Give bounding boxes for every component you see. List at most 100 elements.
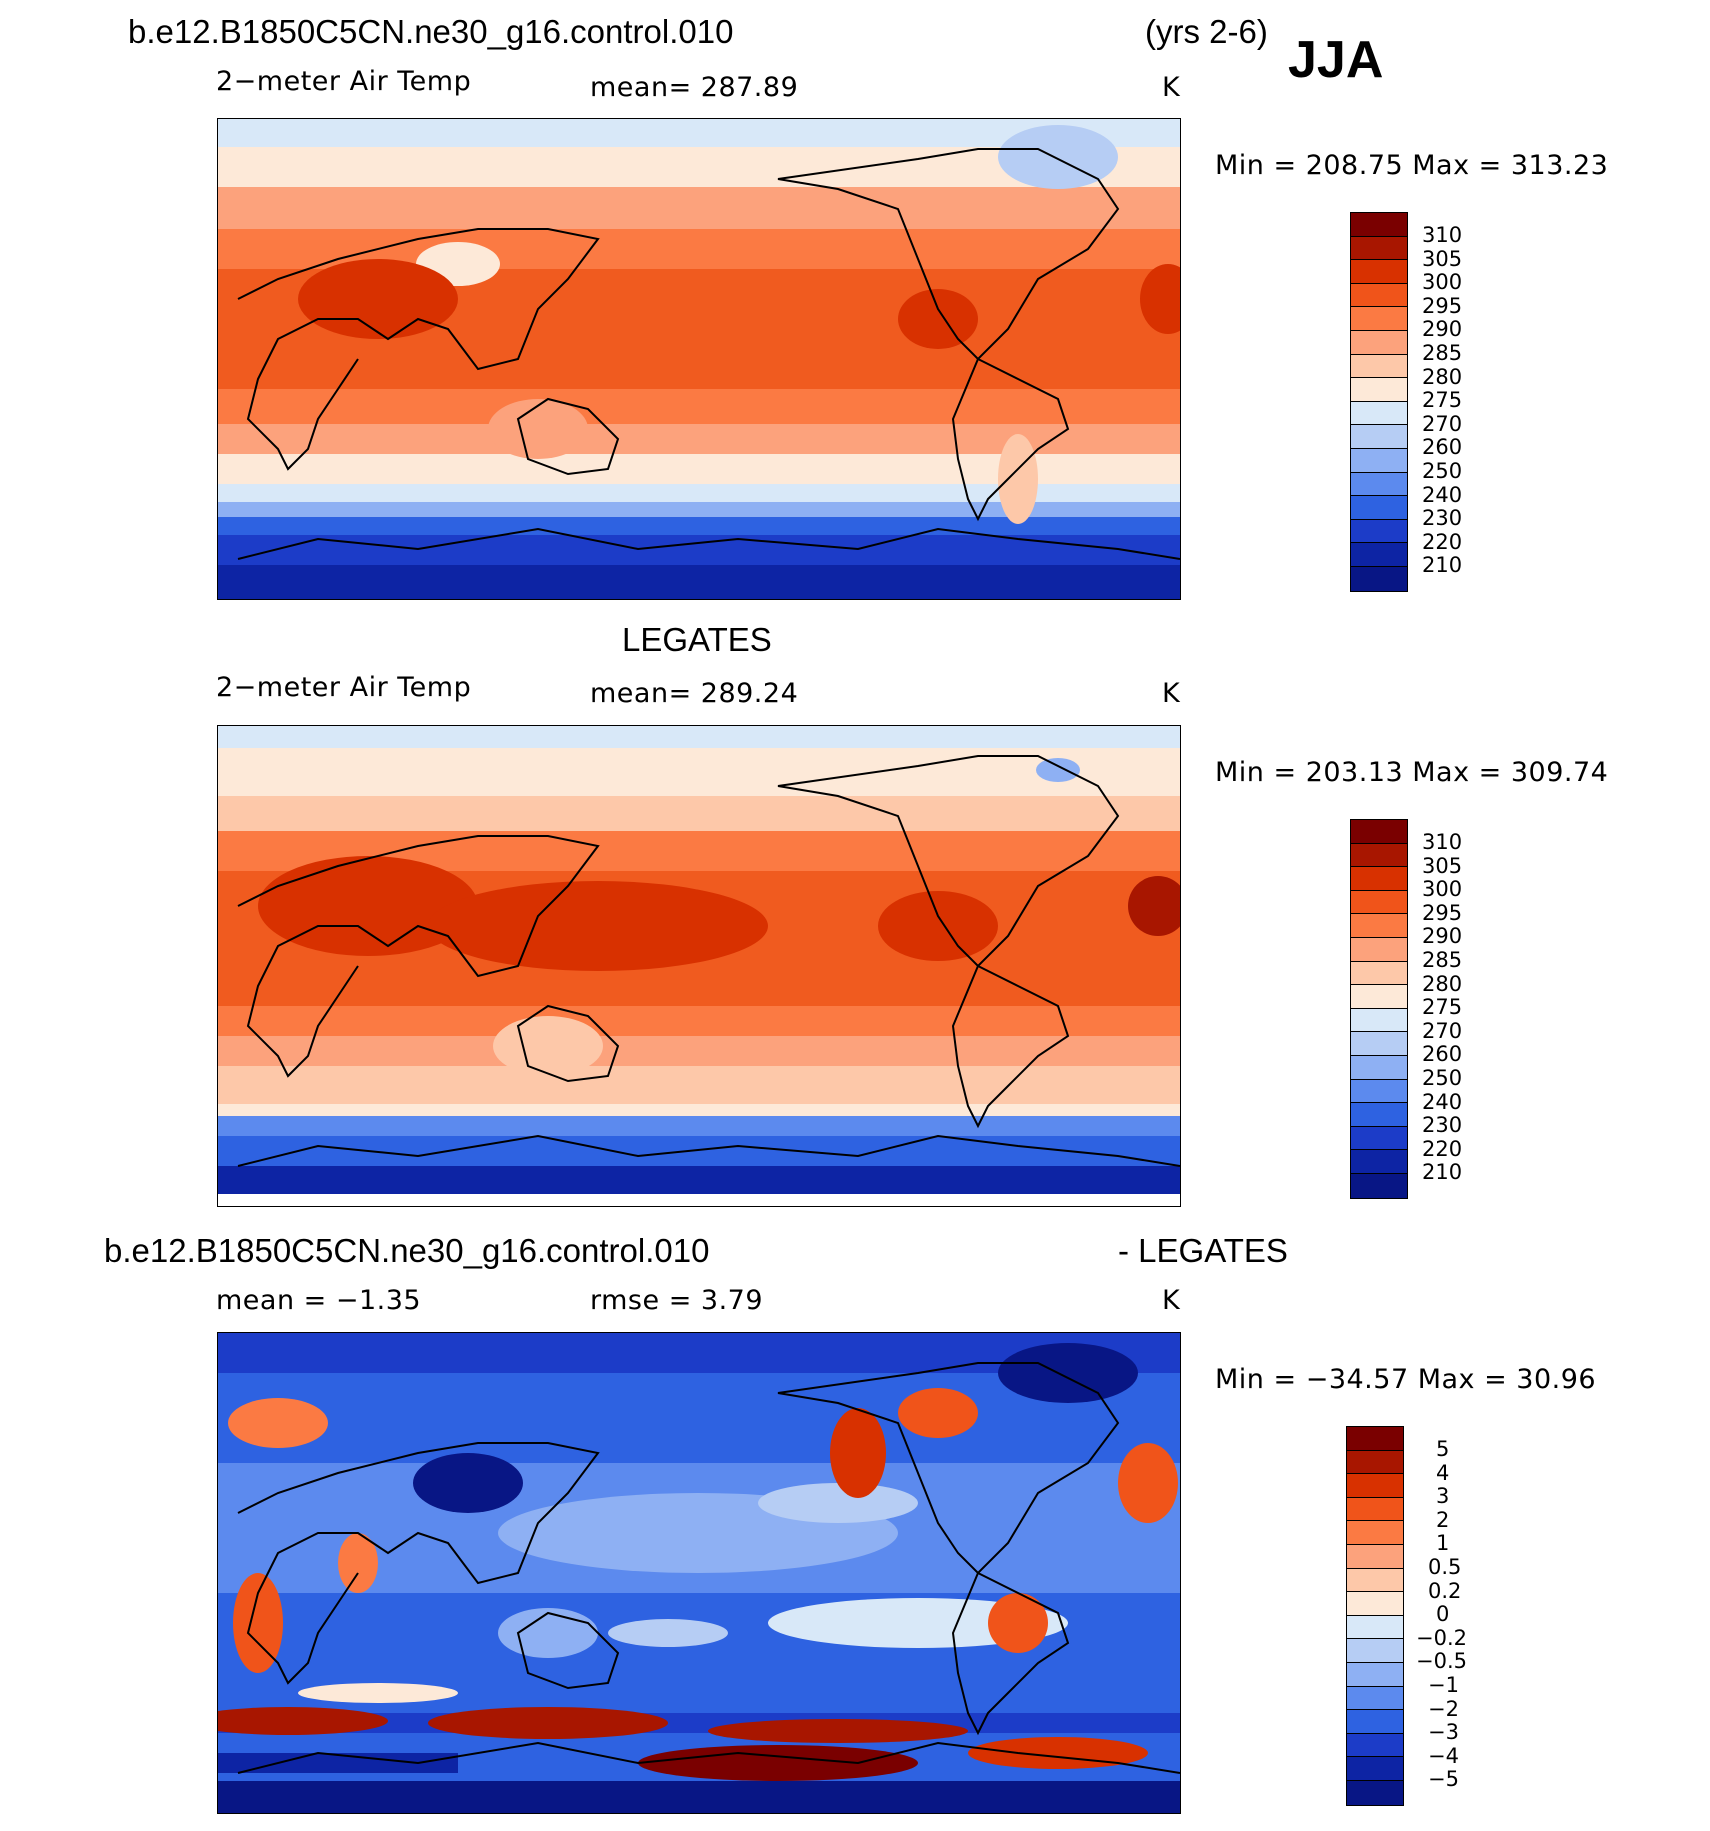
panel-3-colorbar-swatch bbox=[1347, 1615, 1403, 1640]
panel-3-minmax: Min = −34.57 Max = 30.96 bbox=[1215, 1364, 1597, 1395]
panel-3-colorbar-label: 5 bbox=[1436, 1437, 1450, 1461]
panel-3-colorbar-swatch bbox=[1347, 1686, 1403, 1711]
panel-2-colorbar-swatch bbox=[1351, 985, 1407, 1009]
panel-1-variable: 2−meter Air Temp bbox=[216, 66, 472, 97]
panel-2-colorbar-swatch bbox=[1351, 1103, 1407, 1127]
panel-3-colorbar-swatch bbox=[1347, 1757, 1403, 1781]
panel-1-colorbar-swatch bbox=[1351, 496, 1407, 520]
panel-3-colorbar-label: 3 bbox=[1436, 1484, 1450, 1508]
panel-3-colorbar-swatch bbox=[1347, 1662, 1403, 1687]
panel-3-colorbar-label: 2 bbox=[1436, 1508, 1450, 1532]
panel-2-colorbar-label: 275 bbox=[1422, 995, 1463, 1019]
panel-2-colorbar-label: 270 bbox=[1422, 1019, 1463, 1043]
panel-1-colorbar-swatch bbox=[1351, 378, 1407, 402]
panel-3-colorbar-label: −1 bbox=[1428, 1673, 1459, 1697]
panel-3-colorbar-swatch bbox=[1347, 1639, 1403, 1663]
panel-2-colorbar-label: 290 bbox=[1422, 924, 1463, 948]
panel-1-colorbar-label: 240 bbox=[1422, 483, 1463, 507]
panel-1-colorbar-label: 280 bbox=[1422, 365, 1463, 389]
panel-1-colorbar-swatch bbox=[1351, 472, 1407, 497]
panel-2-colorbar bbox=[1350, 819, 1408, 1199]
panel-3-colorbar-label: 0.2 bbox=[1428, 1579, 1462, 1603]
panel-2-colorbar-swatch bbox=[1351, 914, 1407, 938]
panel-3-colorbar-swatch bbox=[1347, 1592, 1403, 1616]
panel-3-colorbar-swatch bbox=[1347, 1427, 1403, 1451]
panel-2-colorbar-swatch bbox=[1351, 1008, 1407, 1033]
panel-3-colorbar-swatch bbox=[1347, 1710, 1403, 1734]
panel-1-minmax: Min = 208.75 Max = 313.23 bbox=[1215, 150, 1609, 181]
panel-1-colorbar-swatch bbox=[1351, 566, 1407, 591]
panel-1-colorbar-swatch bbox=[1351, 543, 1407, 567]
panel-3-colorbar-label: −0.2 bbox=[1416, 1626, 1467, 1650]
panel-2-colorbar-swatch bbox=[1351, 1032, 1407, 1056]
panel-3-colorbar-label: −2 bbox=[1428, 1697, 1459, 1721]
panel-1-colorbar-swatch bbox=[1351, 330, 1407, 355]
panel-1-colorbar-label: 220 bbox=[1422, 530, 1463, 554]
panel-1-colorbar-label: 230 bbox=[1422, 506, 1463, 530]
panel-1-colorbar-swatch bbox=[1351, 401, 1407, 426]
panel-3-colorbar-label: 0 bbox=[1436, 1602, 1450, 1626]
panel-2-colorbar-swatch bbox=[1351, 1150, 1407, 1174]
panel-1-colorbar-swatch bbox=[1351, 283, 1407, 308]
panel-3-colorbar-label: −0.5 bbox=[1416, 1649, 1467, 1673]
panel-2-colorbar-label: 280 bbox=[1422, 972, 1463, 996]
panel-1-colorbar-label: 210 bbox=[1422, 553, 1463, 577]
panel-2-colorbar-swatch bbox=[1351, 937, 1407, 962]
panel-1-years: (yrs 2-6) bbox=[1145, 13, 1268, 50]
panel-3-title-right: - LEGATES bbox=[1118, 1232, 1288, 1269]
panel-1-colorbar-label: 250 bbox=[1422, 459, 1463, 483]
panel-3-colorbar-swatch bbox=[1347, 1733, 1403, 1758]
panel-2-colorbar-swatch bbox=[1351, 1173, 1407, 1198]
panel-3-colorbar-swatch bbox=[1347, 1544, 1403, 1569]
panel-1-mean: mean= 287.89 bbox=[590, 72, 799, 103]
panel-3-colorbar bbox=[1346, 1426, 1404, 1806]
panel-2-map-observed bbox=[217, 725, 1181, 1207]
panel-2-colorbar-label: 295 bbox=[1422, 901, 1463, 925]
panel-1-colorbar-label: 310 bbox=[1422, 223, 1463, 247]
panel-3-map-difference bbox=[217, 1332, 1181, 1814]
panel-3-colorbar-label: −3 bbox=[1428, 1720, 1459, 1744]
panel-1-colorbar-label: 275 bbox=[1422, 388, 1463, 412]
panel-3-colorbar-label: 4 bbox=[1436, 1461, 1450, 1485]
panel-2-colorbar-swatch bbox=[1351, 1079, 1407, 1104]
panel-2-title: LEGATES bbox=[622, 621, 772, 658]
panel-2-colorbar-label: 300 bbox=[1422, 877, 1463, 901]
panel-3-colorbar-swatch bbox=[1347, 1450, 1403, 1475]
panel-2-colorbar-swatch bbox=[1351, 890, 1407, 915]
panel-1-colorbar-label: 300 bbox=[1422, 270, 1463, 294]
panel-1-colorbar-label: 285 bbox=[1422, 341, 1463, 365]
panel-1-colorbar-swatch bbox=[1351, 519, 1407, 544]
panel-2-colorbar-swatch bbox=[1351, 1055, 1407, 1080]
panel-2-colorbar-label: 230 bbox=[1422, 1113, 1463, 1137]
panel-2-colorbar-swatch bbox=[1351, 867, 1407, 891]
panel-2-colorbar-label: 310 bbox=[1422, 830, 1463, 854]
panel-3-colorbar-swatch bbox=[1347, 1521, 1403, 1545]
panel-3-colorbar-label: 1 bbox=[1436, 1531, 1450, 1555]
panel-2-minmax: Min = 203.13 Max = 309.74 bbox=[1215, 757, 1609, 788]
panel-3-colorbar-swatch bbox=[1347, 1568, 1403, 1593]
panel-1-colorbar-swatch bbox=[1351, 307, 1407, 331]
panel-1-units: K bbox=[1162, 72, 1181, 103]
panel-2-colorbar-label: 285 bbox=[1422, 948, 1463, 972]
panel-3-colorbar-label: −4 bbox=[1428, 1744, 1459, 1768]
panel-2-colorbar-label: 260 bbox=[1422, 1042, 1463, 1066]
panel-1-colorbar-swatch bbox=[1351, 260, 1407, 284]
panel-2-colorbar-label: 305 bbox=[1422, 854, 1463, 878]
panel-3-colorbar-swatch bbox=[1347, 1780, 1403, 1805]
panel-1-map-model bbox=[217, 118, 1181, 600]
panel-1-colorbar-swatch bbox=[1351, 425, 1407, 449]
panel-1-colorbar-label: 260 bbox=[1422, 435, 1463, 459]
panel-1-colorbar-swatch bbox=[1351, 354, 1407, 379]
panel-3-colorbar-label: 0.5 bbox=[1428, 1555, 1462, 1579]
panel-2-colorbar-swatch bbox=[1351, 820, 1407, 844]
panel-2-colorbar-label: 210 bbox=[1422, 1160, 1463, 1184]
panel-1-colorbar-swatch bbox=[1351, 236, 1407, 261]
panel-2-colorbar-label: 240 bbox=[1422, 1090, 1463, 1114]
panel-1-colorbar-label: 305 bbox=[1422, 247, 1463, 271]
panel-2-colorbar-swatch bbox=[1351, 843, 1407, 868]
panel-1-colorbar-swatch bbox=[1351, 213, 1407, 237]
panel-2-colorbar-swatch bbox=[1351, 1126, 1407, 1151]
panel-2-variable: 2−meter Air Temp bbox=[216, 672, 472, 703]
season-label: JJA bbox=[1288, 31, 1384, 89]
panel-1-colorbar-label: 295 bbox=[1422, 294, 1463, 318]
